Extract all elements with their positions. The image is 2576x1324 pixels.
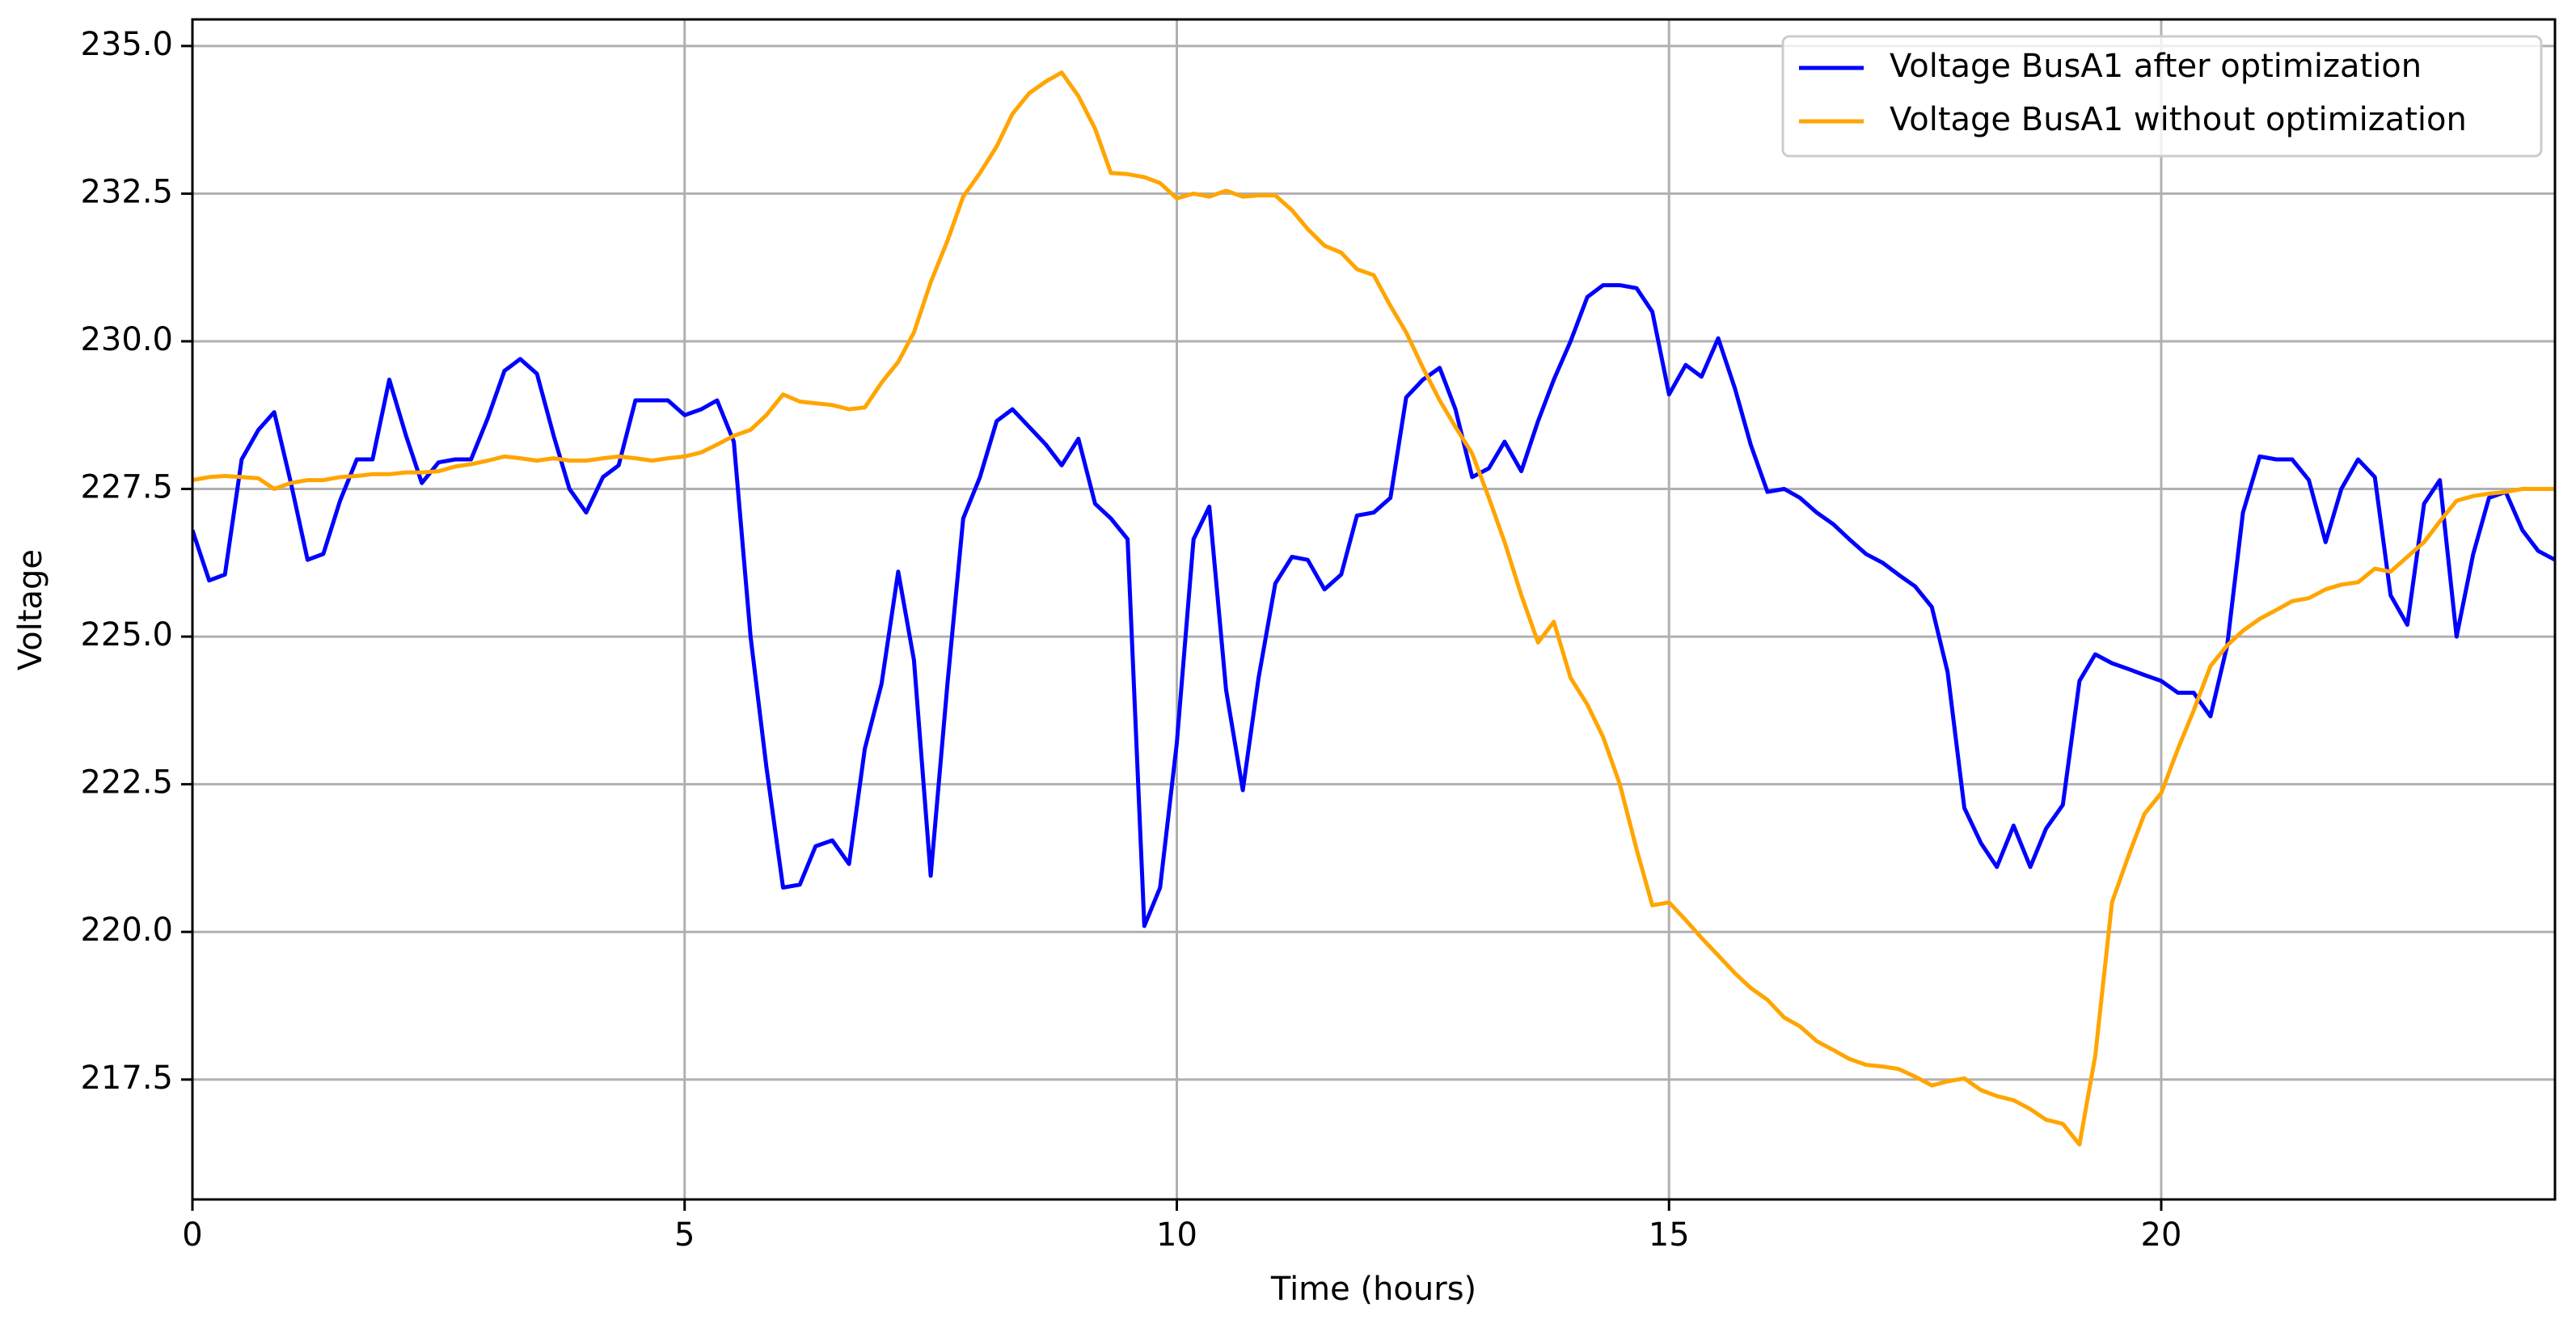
plot-frame bbox=[191, 18, 2557, 1201]
legend-box bbox=[1781, 35, 2543, 158]
x-tick-label: 20 bbox=[2141, 1216, 2182, 1254]
y-tick-label: 230.0 bbox=[80, 321, 173, 358]
y-tick-label: 220.0 bbox=[80, 912, 173, 949]
x-tick-label: 0 bbox=[182, 1216, 202, 1254]
x-axis-label: Time (hours) bbox=[1270, 1271, 1476, 1308]
x-tick-label: 10 bbox=[1156, 1216, 1197, 1254]
y-tick-label: 217.5 bbox=[80, 1060, 173, 1097]
series-line bbox=[192, 70, 2555, 1147]
y-tick-label: 235.0 bbox=[80, 26, 173, 63]
y-axis-label: Voltage bbox=[12, 549, 49, 670]
y-tick-label: 227.5 bbox=[80, 469, 173, 506]
y-tick-label: 225.0 bbox=[80, 616, 173, 654]
y-tick-label: 232.5 bbox=[80, 173, 173, 210]
legend-label: Voltage BusA1 after optimization bbox=[1890, 48, 2422, 85]
series-line bbox=[192, 283, 2555, 928]
legend-label: Voltage BusA1 without optimization bbox=[1890, 101, 2467, 138]
x-tick-label: 5 bbox=[674, 1216, 695, 1254]
x-tick-label: 15 bbox=[1649, 1216, 1690, 1254]
y-tick-label: 222.5 bbox=[80, 764, 173, 802]
